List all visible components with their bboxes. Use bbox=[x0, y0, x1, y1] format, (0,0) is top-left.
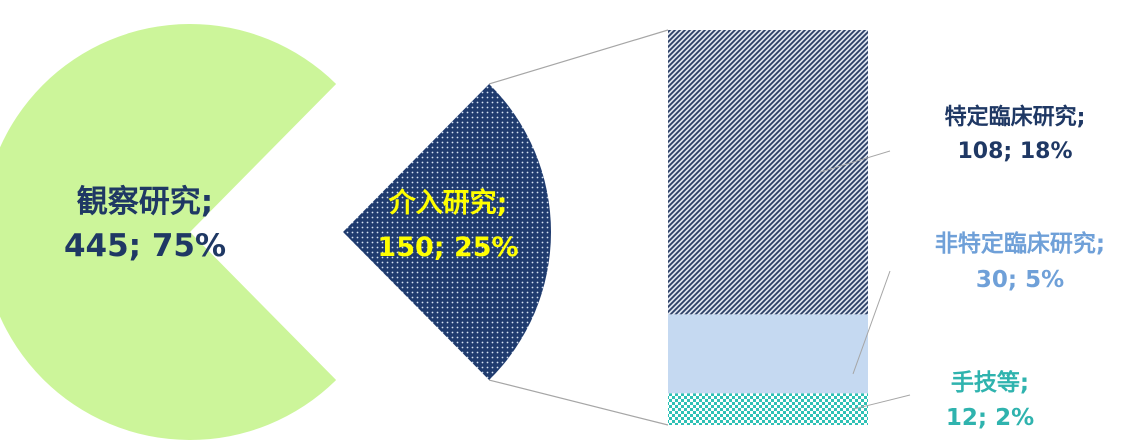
pie-group bbox=[0, 24, 551, 440]
leader-line-手技等 bbox=[852, 394, 911, 410]
pie-slice-介入研究 bbox=[343, 83, 551, 381]
data-label-非特定臨床研究: 非特定臨床研究; 30; 5% bbox=[935, 230, 1105, 293]
stacked-bar-group bbox=[668, 30, 868, 425]
connector-lines bbox=[488, 29, 669, 426]
leader-lines bbox=[819, 150, 911, 410]
bar-segment-特定臨床研究 bbox=[668, 30, 868, 315]
data-labels: 観察研究; 445; 75% 介入研究; 150; 25% 特定臨床研究; 108; 18… bbox=[64, 104, 1105, 431]
data-label-特定臨床研究: 特定臨床研究; 108; 18% bbox=[945, 104, 1086, 164]
pie-slice-観察研究 bbox=[0, 24, 337, 440]
data-label-手技等: 手技等; 12; 2% bbox=[946, 369, 1034, 431]
data-label-観察研究: 観察研究; 445; 75% bbox=[64, 184, 226, 264]
leader-line-非特定臨床研究 bbox=[852, 270, 891, 375]
bar-segment-非特定臨床研究 bbox=[668, 314, 868, 394]
bar-segment-手技等 bbox=[668, 393, 868, 425]
connector-line-top bbox=[488, 29, 669, 85]
leader-line-特定臨床研究 bbox=[819, 150, 891, 173]
data-label-介入研究: 介入研究; 150; 25% bbox=[377, 187, 518, 263]
connector-line-bottom bbox=[488, 379, 669, 426]
